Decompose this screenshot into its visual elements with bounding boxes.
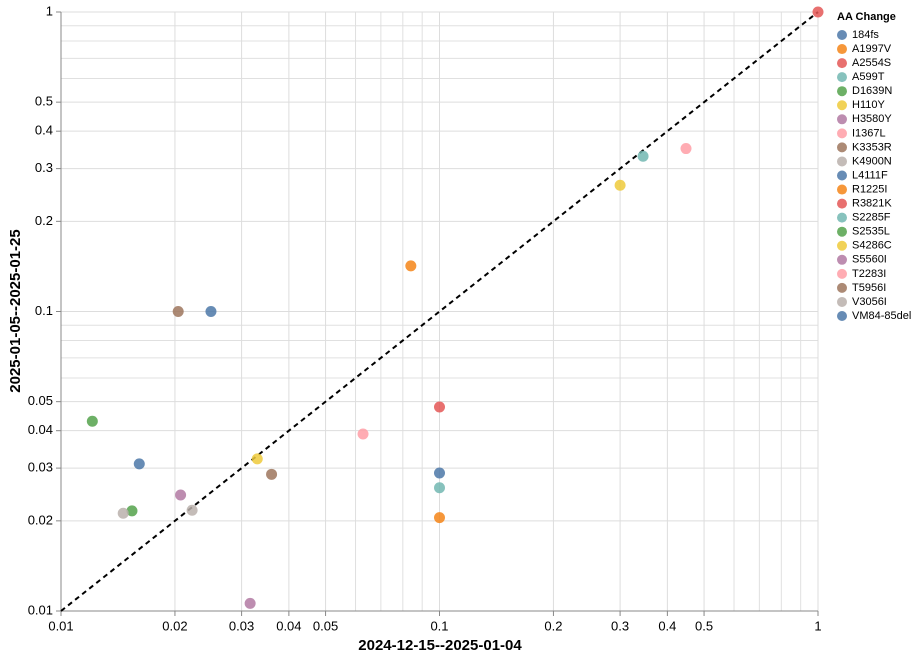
legend-swatch bbox=[837, 44, 847, 55]
y-tick-label: 0.1 bbox=[35, 303, 53, 318]
x-axis-label: 2024-12-15--2025-01-04 bbox=[358, 637, 522, 654]
legend-label: D1639N bbox=[852, 85, 892, 97]
legend-label: K4900N bbox=[852, 155, 892, 167]
y-tick-label: 0.05 bbox=[28, 393, 53, 408]
legend-swatch bbox=[837, 156, 847, 167]
legend-swatch bbox=[837, 58, 847, 69]
point bbox=[434, 482, 445, 494]
legend-label: A2554S bbox=[852, 57, 891, 69]
legend-swatch bbox=[837, 282, 847, 293]
legend-label: T5956I bbox=[852, 282, 886, 294]
point bbox=[405, 260, 417, 272]
legend-label: L4111F bbox=[852, 169, 888, 181]
legend-label: VM84-85del bbox=[852, 310, 911, 322]
legend-label: T2283I bbox=[852, 268, 886, 280]
legend-swatch bbox=[837, 311, 847, 321]
legend-label: A1997V bbox=[852, 43, 892, 55]
point bbox=[812, 6, 824, 18]
legend-label: S2535L bbox=[852, 226, 890, 238]
y-tick-label: 0.01 bbox=[28, 602, 53, 617]
legend-swatch bbox=[837, 184, 847, 195]
legend-swatch bbox=[837, 86, 847, 97]
x-tick-label: 0.3 bbox=[611, 618, 629, 633]
point bbox=[614, 179, 626, 191]
x-tick-label: 0.03 bbox=[229, 618, 254, 633]
point bbox=[117, 507, 129, 519]
point bbox=[86, 415, 98, 427]
x-tick-label: 0.04 bbox=[276, 618, 301, 633]
legend-label: R3821K bbox=[852, 198, 892, 210]
x-tick-label: 0.01 bbox=[48, 618, 73, 633]
point bbox=[637, 150, 649, 162]
y-tick-label: 0.04 bbox=[28, 422, 53, 437]
legend-swatch bbox=[837, 128, 847, 139]
point bbox=[186, 504, 198, 516]
x-tick-label: 0.2 bbox=[544, 618, 562, 633]
x-tick-label: 0.05 bbox=[313, 618, 338, 633]
x-tick-label: 0.1 bbox=[430, 618, 448, 633]
legend-title: AA Change bbox=[837, 11, 896, 23]
legend-label: S2285F bbox=[852, 212, 891, 224]
legend-label: K3353R bbox=[852, 141, 892, 153]
x-tick-label: 0.4 bbox=[658, 618, 676, 633]
legend-label: S4286C bbox=[852, 240, 892, 252]
y-axis-label: 2025-01-05--2025-01-25 bbox=[7, 229, 24, 392]
point bbox=[434, 467, 445, 479]
x-tick-label: 1 bbox=[814, 618, 821, 633]
point bbox=[126, 505, 138, 517]
y-tick-label: 0.02 bbox=[28, 512, 53, 527]
y-tick-label: 1 bbox=[46, 3, 53, 18]
legend-label: V3056I bbox=[852, 296, 887, 308]
legend-swatch bbox=[837, 30, 847, 40]
legend-swatch bbox=[837, 212, 847, 223]
legend-swatch bbox=[837, 268, 847, 279]
point bbox=[172, 306, 184, 317]
legend-label: 184fs bbox=[852, 29, 879, 41]
legend-swatch bbox=[837, 100, 847, 111]
diagonal bbox=[60, 11, 819, 612]
legend-swatch bbox=[837, 198, 847, 209]
point bbox=[133, 458, 145, 470]
legend-label: A599T bbox=[852, 71, 885, 83]
y-tick-label: 0.3 bbox=[35, 160, 53, 175]
legend-swatch bbox=[837, 170, 847, 181]
point bbox=[251, 453, 263, 465]
point bbox=[357, 428, 369, 440]
y-tick-label: 0.03 bbox=[28, 460, 53, 475]
point bbox=[434, 512, 445, 524]
legend-swatch bbox=[837, 114, 847, 125]
point bbox=[205, 306, 217, 317]
legend-swatch bbox=[837, 296, 847, 307]
point bbox=[680, 143, 692, 155]
point bbox=[434, 401, 445, 413]
x-tick-label: 0.02 bbox=[162, 618, 187, 633]
legend-swatch bbox=[837, 226, 847, 237]
y-tick-label: 0.4 bbox=[35, 123, 53, 138]
legend-swatch bbox=[837, 240, 847, 251]
point bbox=[244, 597, 256, 609]
point bbox=[266, 468, 278, 480]
y-tick-label: 0.2 bbox=[35, 213, 53, 228]
legend-label: I1367L bbox=[852, 127, 886, 139]
legend-swatch bbox=[837, 142, 847, 153]
legend-label: S5560I bbox=[852, 254, 887, 266]
x-tick-label: 0.5 bbox=[695, 618, 713, 633]
legend-label: R1225I bbox=[852, 183, 887, 195]
point bbox=[175, 489, 187, 501]
legend-label: H110Y bbox=[852, 99, 885, 111]
y-tick-label: 0.5 bbox=[35, 94, 53, 109]
legend-swatch bbox=[837, 254, 847, 265]
legend-swatch bbox=[837, 72, 847, 83]
legend-label: H3580Y bbox=[852, 113, 892, 125]
